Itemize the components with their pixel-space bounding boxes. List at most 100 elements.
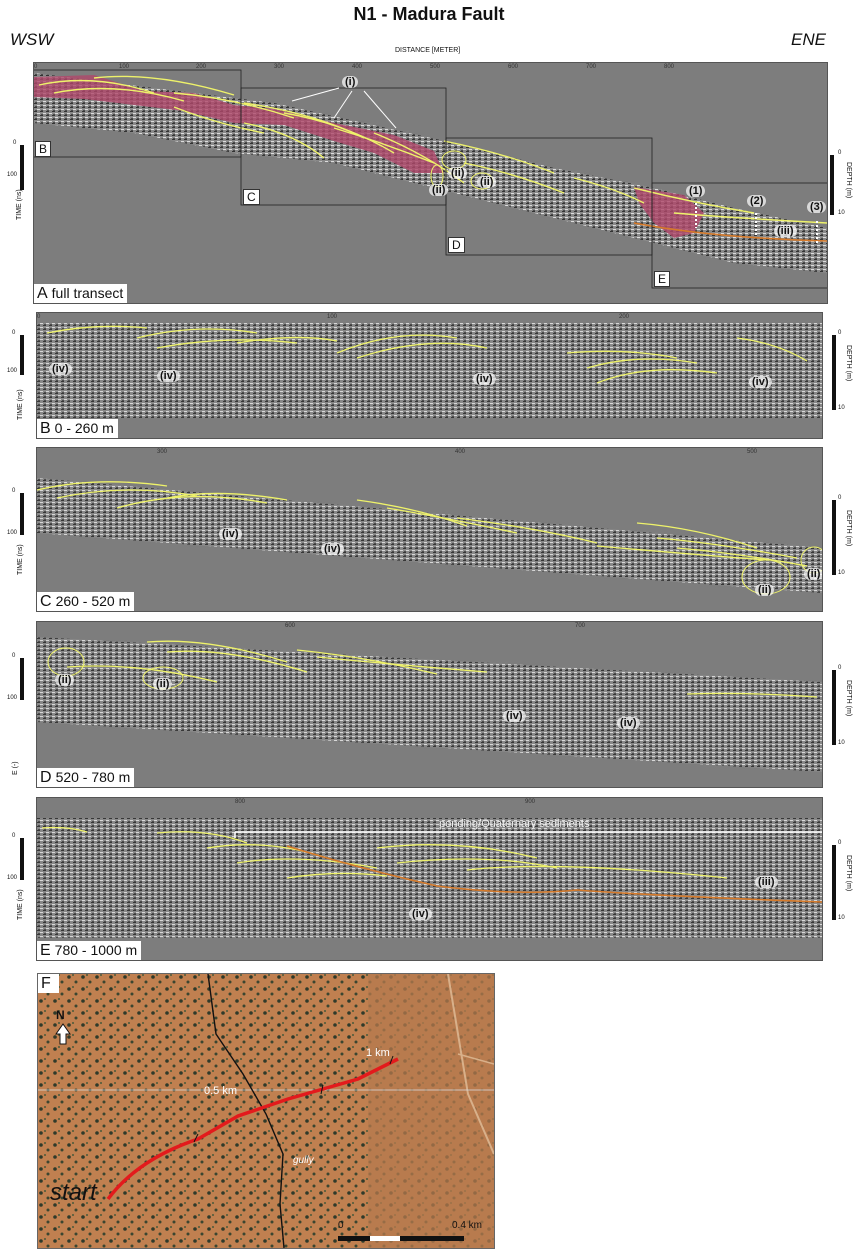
- time-scale-bar: [20, 335, 24, 375]
- panel-a-box-d-label: D: [448, 237, 465, 253]
- panel-a-x-tick: 100: [119, 64, 130, 70]
- panel-d-caption: 520 - 780 m: [55, 769, 131, 785]
- panel-d-letter: D: [40, 769, 52, 786]
- gully-label: gully: [293, 1155, 314, 1166]
- north-arrow-label: N: [56, 1008, 65, 1022]
- time-tick: 100: [7, 530, 18, 536]
- time-axis-label: TIME (ns): [17, 544, 24, 575]
- panel-c-letter: C: [40, 593, 52, 610]
- time-scale-bar: [20, 493, 24, 535]
- annotation-3: (3): [807, 201, 827, 213]
- panel-a-box-c-label: C: [243, 189, 260, 205]
- panel-a-caption: full transect: [51, 285, 124, 301]
- panel-a-gpr-profile: 0 100 200 300 400 500 600 700 800 B C D …: [33, 62, 828, 304]
- depth-tick: 0: [838, 150, 842, 156]
- annotation-2: (2): [747, 195, 767, 207]
- panel-d-x-tick: 700: [575, 623, 586, 629]
- panel-a-x-tick: 200: [196, 64, 207, 70]
- time-tick: 0: [12, 330, 16, 336]
- panel-c-x-tick: 300: [157, 449, 168, 455]
- annotation-ii: (ii): [429, 184, 449, 196]
- panel-b-x-tick: 200: [619, 314, 630, 320]
- depth-scale-bar: [832, 845, 836, 920]
- panel-a-box-b-label: B: [35, 141, 52, 157]
- depth-tick: 10: [838, 915, 845, 921]
- panel-a-letter: A: [37, 285, 48, 302]
- panel-d-gpr-profile: 600 700 (ii) (ii) (iv) (iv) D 520 - 780 m: [36, 621, 823, 788]
- panel-b-letter: B: [40, 420, 51, 437]
- time-scale-bar: [20, 658, 24, 700]
- annotation-iii: (iii): [774, 225, 797, 237]
- annotation-iv: (iv): [49, 363, 72, 375]
- panel-c-caption: 260 - 520 m: [55, 593, 131, 609]
- time-axis-label: TIME (ns): [17, 389, 24, 420]
- panel-e-letter: E: [40, 942, 51, 959]
- time-tick: 100: [7, 172, 18, 178]
- time-tick: 100: [7, 875, 18, 881]
- direction-right: ENE: [791, 30, 826, 49]
- panel-a-x-tick: 500: [430, 64, 441, 70]
- panel-a-x-tick: 0: [34, 64, 38, 70]
- scale-end-label: 0.4 km: [452, 1220, 483, 1231]
- panel-e-x-tick: 900: [525, 799, 536, 805]
- depth-scale-bar: [832, 670, 836, 745]
- start-label: start: [50, 1179, 97, 1206]
- panel-a-x-tick: 800: [664, 64, 675, 70]
- annotation-iv: (iv): [473, 373, 496, 385]
- annotation-iv: (iv): [617, 717, 640, 729]
- panel-a-radargram: [34, 69, 827, 303]
- panel-d-label: D 520 - 780 m: [37, 768, 135, 787]
- km1-label: 1 km: [366, 1047, 390, 1059]
- panel-c-x-tick: 400: [455, 449, 466, 455]
- panel-e-caption: 780 - 1000 m: [54, 942, 138, 958]
- panel-a-x-tick: 400: [352, 64, 363, 70]
- panel-f-label: F: [38, 974, 59, 993]
- panel-c-radargram: [37, 478, 822, 595]
- panel-f-map-drawing: [38, 974, 494, 1248]
- panel-a-x-tick: 600: [508, 64, 519, 70]
- depth-tick: 10: [838, 405, 845, 411]
- panel-c-gpr-profile: 300 400 500 (iv) (iv) (ii) (ii) C 260 - 5…: [36, 447, 823, 612]
- panel-b-x-tick: 100: [327, 314, 338, 320]
- depth-axis-label: DEPTH (m): [845, 345, 852, 382]
- annotation-ii: (ii): [804, 568, 822, 580]
- panel-c-x-tick: 500: [747, 449, 758, 455]
- panel-b-x-tick: 0: [37, 314, 41, 320]
- panel-c-label: C 260 - 520 m: [37, 592, 135, 611]
- depth-axis-label: DEPTH (m): [845, 162, 852, 199]
- annotation-iii: (iii): [755, 876, 778, 888]
- time-tick: 100: [7, 695, 18, 701]
- depth-axis-label: DEPTH (m): [845, 855, 852, 892]
- time-tick: 0: [12, 833, 16, 839]
- time-axis-label: TIME (ns): [16, 189, 23, 220]
- panel-d-radargram: [37, 637, 822, 772]
- time-tick: 0: [12, 653, 16, 659]
- annotation-iv: (iv): [749, 376, 772, 388]
- depth-scale-bar: [830, 155, 834, 215]
- panel-f-letter: F: [41, 975, 51, 992]
- panel-b-radargram: [37, 323, 822, 418]
- figure-title: N1 - Madura Fault: [353, 4, 505, 24]
- depth-tick: 10: [838, 570, 845, 576]
- panel-e-x-tick: 800: [235, 799, 246, 805]
- panel-e-label: E 780 - 1000 m: [37, 941, 142, 960]
- annotation-iv: (iv): [219, 528, 242, 540]
- depth-scale-bar: [832, 500, 836, 575]
- distance-axis-label: DISTANCE [METER]: [395, 47, 461, 54]
- annotation-iv: (iv): [409, 908, 432, 920]
- time-scale-bar: [20, 838, 24, 880]
- depth-axis-label: DEPTH (m): [845, 680, 852, 717]
- annotation-ii: (ii): [477, 176, 497, 188]
- time-tick: 100: [7, 368, 18, 374]
- depth-tick: 10: [838, 740, 845, 746]
- time-axis-label: TIME (ns): [17, 889, 24, 920]
- annotation-i: (i): [342, 76, 359, 88]
- panel-d-x-tick: 600: [285, 623, 296, 629]
- panel-a-box-e-label: E: [654, 271, 671, 287]
- panel-d-left-label: E (-): [12, 761, 19, 775]
- annotation-ii: (ii): [448, 167, 468, 179]
- annotation-ii: (ii): [755, 584, 775, 596]
